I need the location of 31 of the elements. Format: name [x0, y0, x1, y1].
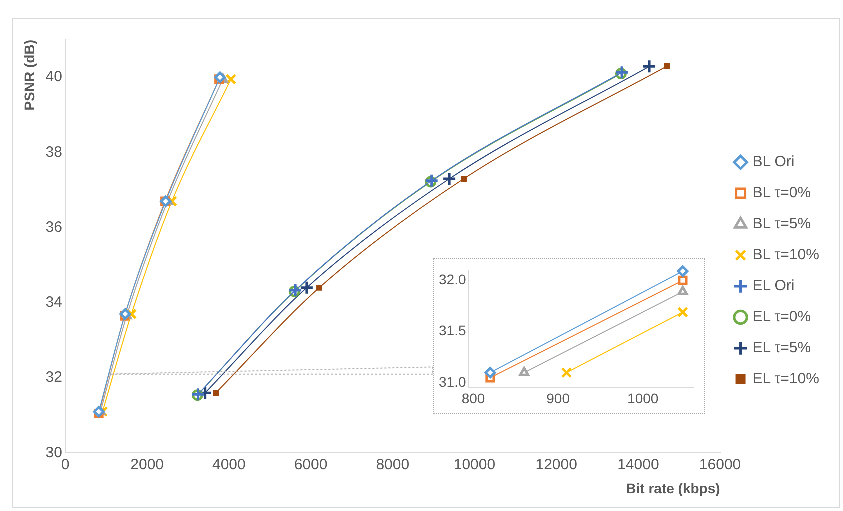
x-tick-label: 12000: [536, 456, 578, 474]
legend-label: BL τ=10%: [752, 246, 820, 264]
x-tick-label: 14000: [618, 456, 660, 474]
y-tick-label: 31.0: [439, 374, 466, 390]
y-axis-title: PSNR (dB): [21, 40, 38, 111]
y-tick-label: 36: [46, 218, 62, 236]
x-tick-label: 2000: [130, 456, 164, 474]
y-tick-label: 38: [46, 144, 62, 161]
legend-label: BL τ=0%: [752, 184, 812, 202]
y-tick-label: 32: [46, 369, 62, 386]
y-tick-label: 31.5: [439, 322, 466, 339]
legend-label: EL τ=5%: [752, 340, 812, 357]
y-tick-label: 40: [46, 68, 62, 86]
x-tick-label: 6000: [294, 456, 328, 474]
legend-label: BL τ=5%: [752, 216, 812, 233]
legend-label: BL Ori: [752, 154, 795, 171]
x-tick-label: 16000: [699, 456, 742, 474]
x-tick-label: 0: [61, 456, 70, 474]
legend-label: EL τ=0%: [752, 308, 812, 326]
x-tick-label: 4000: [212, 456, 246, 474]
y-tick-label: 30: [46, 444, 62, 462]
x-tick-label: 8000: [376, 456, 410, 474]
legend-label: EL Ori: [752, 278, 795, 295]
legend-label: EL τ=10%: [752, 370, 820, 388]
x-axis-title: Bit rate (kbps): [626, 480, 720, 496]
x-tick-label: 800: [462, 390, 486, 406]
y-tick-label: 34: [46, 294, 62, 312]
x-tick-label: 1000: [628, 390, 659, 406]
y-tick-label: 32.0: [439, 272, 466, 288]
x-tick-label: 900: [546, 390, 570, 406]
x-tick-label: 10000: [454, 456, 496, 474]
